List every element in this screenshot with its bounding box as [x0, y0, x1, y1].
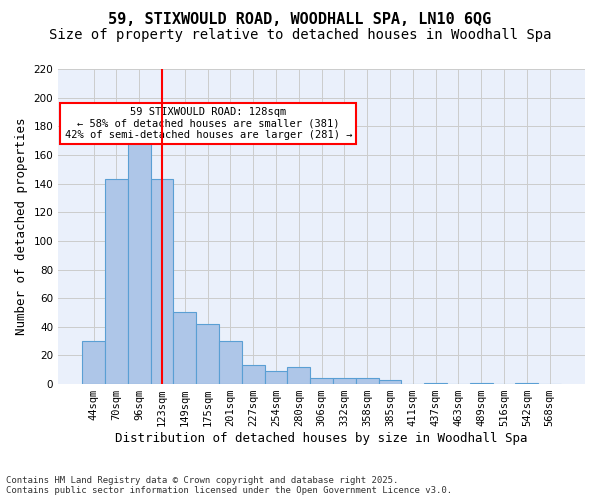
Bar: [105, 180, 128, 384]
Bar: [287, 367, 310, 384]
Bar: [82, 341, 105, 384]
Bar: [196, 324, 219, 384]
Y-axis label: Number of detached properties: Number of detached properties: [15, 118, 28, 336]
Bar: [242, 366, 265, 384]
Text: Size of property relative to detached houses in Woodhall Spa: Size of property relative to detached ho…: [49, 28, 551, 42]
Text: Contains HM Land Registry data © Crown copyright and database right 2025.
Contai: Contains HM Land Registry data © Crown c…: [6, 476, 452, 495]
Bar: [173, 312, 196, 384]
Bar: [515, 382, 538, 384]
Bar: [356, 378, 379, 384]
Bar: [128, 126, 151, 384]
Bar: [151, 180, 173, 384]
Bar: [333, 378, 356, 384]
Text: 59, STIXWOULD ROAD, WOODHALL SPA, LN10 6QG: 59, STIXWOULD ROAD, WOODHALL SPA, LN10 6…: [109, 12, 491, 28]
Bar: [219, 341, 242, 384]
Bar: [470, 382, 493, 384]
Bar: [379, 380, 401, 384]
Text: 59 STIXWOULD ROAD: 128sqm
← 58% of detached houses are smaller (381)
42% of semi: 59 STIXWOULD ROAD: 128sqm ← 58% of detac…: [65, 107, 352, 140]
Bar: [265, 371, 287, 384]
Bar: [310, 378, 333, 384]
Bar: [424, 382, 447, 384]
X-axis label: Distribution of detached houses by size in Woodhall Spa: Distribution of detached houses by size …: [115, 432, 528, 445]
